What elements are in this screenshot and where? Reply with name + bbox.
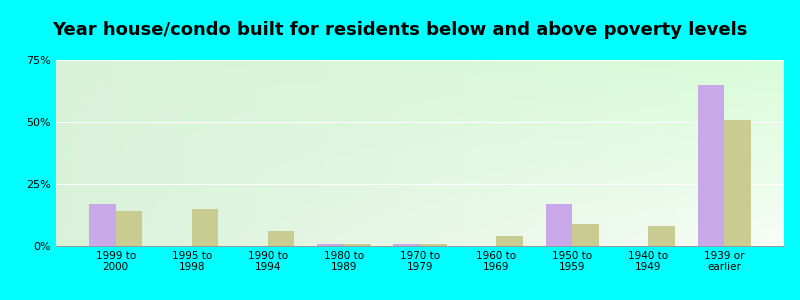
Bar [572,224,598,246]
Bar [318,244,344,246]
Bar [268,231,294,246]
Bar [698,85,724,246]
Bar [420,244,446,246]
Bar [344,244,370,246]
Bar [116,211,142,246]
Bar [496,236,522,246]
Bar [192,209,218,246]
Bar [724,119,751,246]
Bar [394,244,420,246]
Bar [546,204,572,246]
Bar [648,226,675,246]
Text: Year house/condo built for residents below and above poverty levels: Year house/condo built for residents bel… [52,21,748,39]
Bar [89,204,116,246]
